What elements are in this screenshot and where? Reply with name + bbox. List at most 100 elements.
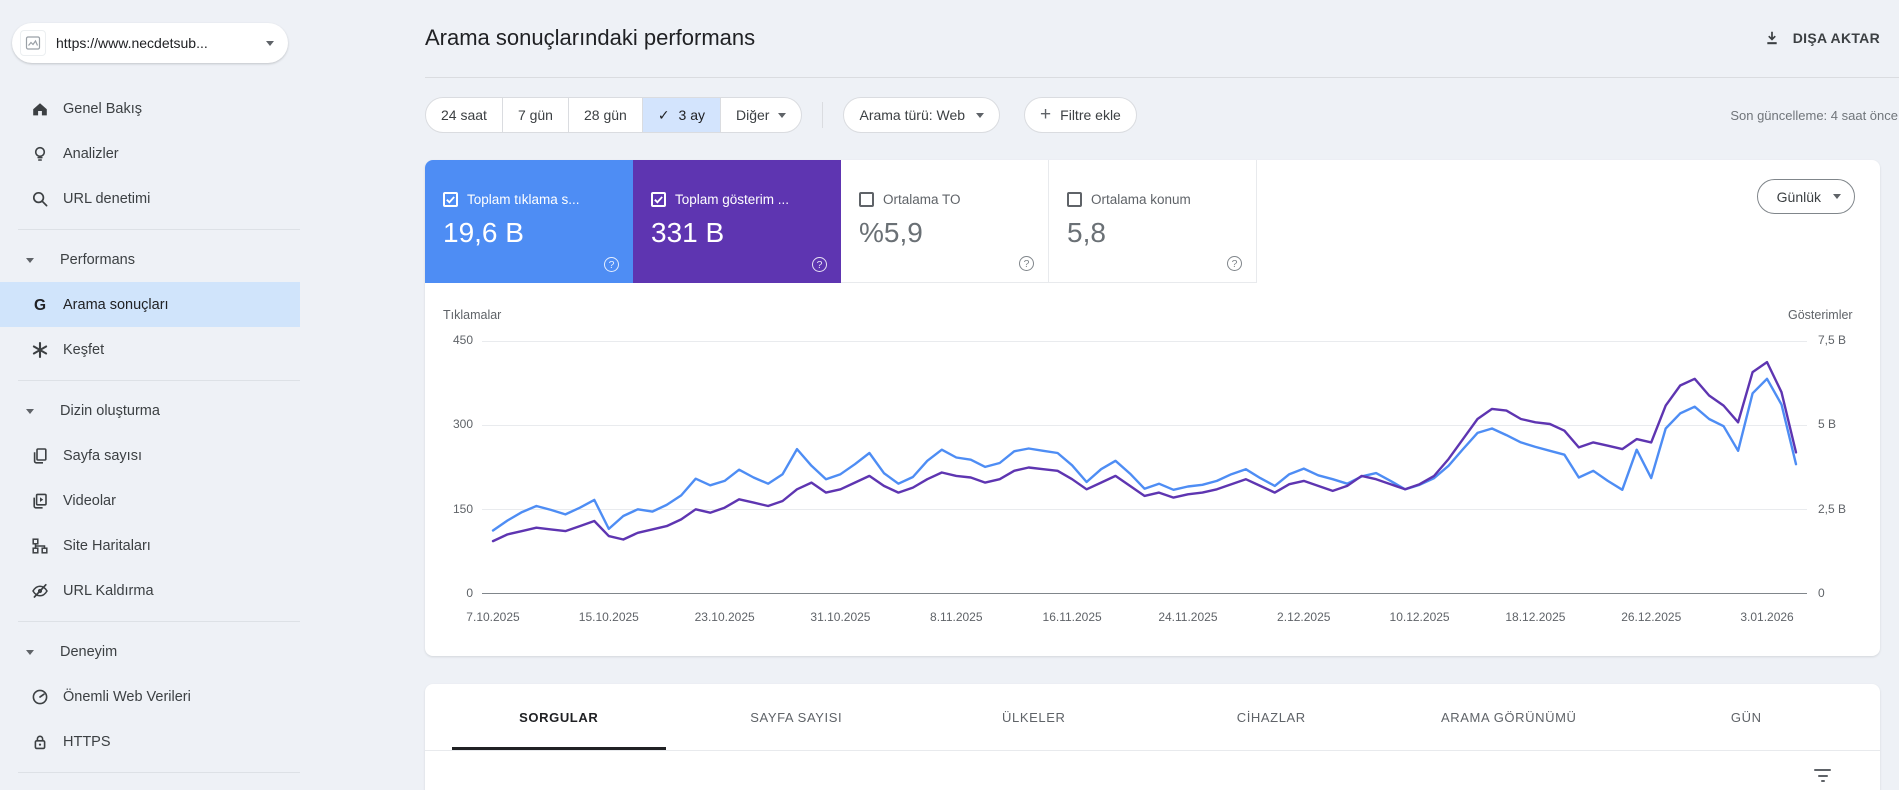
metric-label: Toplam tıklama s... bbox=[467, 192, 580, 207]
range-other[interactable]: Diğer bbox=[720, 98, 801, 132]
sidebar-item-arama-sonuclari[interactable]: G Arama sonuçları bbox=[0, 282, 300, 327]
sidebar-item-site-haritalari[interactable]: Site Haritaları bbox=[0, 523, 300, 568]
chevron-down-icon bbox=[266, 40, 274, 46]
right-axis-title: Gösterimler bbox=[1788, 308, 1853, 322]
help-icon[interactable]: ? bbox=[812, 257, 827, 272]
x-axis-date-label: 7.10.2025 bbox=[466, 610, 520, 624]
metric-card-average-position[interactable]: Ortalama konum 5,8 ? bbox=[1049, 160, 1257, 283]
sidebar-section-deneyim[interactable]: Deneyim bbox=[0, 630, 300, 674]
sidebar-section-label: Deneyim bbox=[60, 644, 118, 660]
sidebar-item-https[interactable]: HTTPS bbox=[0, 719, 300, 764]
granularity-dropdown[interactable]: Günlük bbox=[1756, 179, 1855, 214]
left-axis-tick: 300 bbox=[452, 417, 473, 432]
chevron-down-icon bbox=[1833, 194, 1841, 199]
download-icon bbox=[1767, 31, 1777, 45]
tab-label: SAYFA SAYISI bbox=[750, 709, 843, 725]
active-tab-underline bbox=[452, 747, 666, 750]
tab-ülkeler[interactable]: ÜLKELER bbox=[915, 684, 1153, 750]
sidebar-divider bbox=[18, 380, 300, 381]
help-icon[interactable]: ? bbox=[604, 257, 619, 272]
filter-separator bbox=[822, 102, 824, 128]
metric-card-total-clicks[interactable]: Toplam tıklama s... 19,6 B ? bbox=[425, 160, 633, 283]
sidebar-item-videolar[interactable]: Videolar bbox=[0, 478, 300, 523]
sidebar-item-label: URL denetimi bbox=[63, 190, 151, 207]
clicks-checkbox[interactable] bbox=[443, 192, 458, 207]
sidebar-item-url-kaldirma[interactable]: URL Kaldırma bbox=[0, 568, 300, 613]
ctr-checkbox[interactable] bbox=[859, 192, 874, 207]
sidebar-item-label: Analizler bbox=[63, 145, 119, 162]
search-icon bbox=[30, 189, 50, 209]
google-g-icon: G bbox=[30, 295, 50, 315]
metric-value: 19,6 B bbox=[443, 217, 524, 248]
metric-cards-row: Toplam tıklama s... 19,6 B ? Toplam göst… bbox=[425, 160, 1880, 283]
sidebar-divider bbox=[18, 772, 300, 773]
last-updated-text: Son güncelleme: 4 saat önce bbox=[1730, 107, 1898, 123]
eye-off-icon bbox=[30, 581, 50, 601]
filter-list-icon[interactable] bbox=[1813, 769, 1832, 784]
sidebar-item-url-denetimi[interactable]: URL denetimi bbox=[0, 176, 300, 221]
search-type-button[interactable]: Arama türü: Web bbox=[843, 97, 1001, 133]
x-axis-date-label: 24.11.2025 bbox=[1158, 610, 1218, 624]
x-axis-date-label: 16.11.2025 bbox=[1042, 610, 1102, 624]
property-url: https://www.necdetsub... bbox=[56, 35, 208, 51]
metric-card-average-ctr[interactable]: Ortalama TO %5,9 ? bbox=[841, 160, 1049, 283]
performance-panel: Toplam tıklama s... 19,6 B ? Toplam göst… bbox=[425, 160, 1880, 656]
tab-gün[interactable]: GÜN bbox=[1628, 684, 1866, 750]
position-checkbox[interactable] bbox=[1067, 192, 1082, 207]
sidebar-item-label: URL Kaldırma bbox=[63, 582, 154, 599]
sidebar-item-genel-bakis[interactable]: Genel Bakış bbox=[0, 86, 300, 131]
tab-label: ARAMA GÖRÜNÜMÜ bbox=[1440, 709, 1577, 725]
help-icon[interactable]: ? bbox=[1227, 256, 1242, 271]
sidebar-section-label: Dizin oluşturma bbox=[60, 403, 160, 419]
header-divider bbox=[425, 77, 1899, 78]
range-24h[interactable]: 24 saat bbox=[441, 107, 487, 123]
impressions-checkbox[interactable] bbox=[651, 192, 666, 207]
tab-sorgular[interactable]: SORGULAR bbox=[440, 684, 678, 750]
chevron-down-icon bbox=[26, 408, 34, 414]
sidebar-section-performans[interactable]: Performans bbox=[0, 238, 300, 282]
chevron-down-icon bbox=[26, 649, 34, 655]
metric-value: %5,9 bbox=[859, 217, 923, 248]
sidebar-section-dizin-olusturma[interactable]: Dizin oluşturma bbox=[0, 389, 300, 433]
metric-card-total-impressions[interactable]: Toplam gösterim ... 331 B ? bbox=[633, 160, 841, 283]
sidebar-item-analizler[interactable]: Analizler bbox=[0, 131, 300, 176]
x-axis-date-label: 26.12.2025 bbox=[1621, 610, 1682, 624]
sidebar: https://www.necdetsub... Genel Bakış Ana… bbox=[0, 0, 300, 790]
check-icon: ✓ bbox=[657, 106, 670, 123]
chart-plot-svg bbox=[482, 341, 1807, 594]
sidebar-item-label: Genel Bakış bbox=[63, 100, 142, 117]
export-label: DIŞA AKTAR bbox=[1792, 30, 1880, 46]
range-3m-selected[interactable]: ✓ 3 ay bbox=[641, 98, 721, 132]
main-content: Arama sonuçlarındaki performans DIŞA AKT… bbox=[425, 0, 1899, 790]
x-axis-date-label: 8.11.2025 bbox=[930, 610, 983, 624]
property-selector[interactable]: https://www.necdetsub... bbox=[12, 23, 288, 63]
chevron-down-icon bbox=[26, 257, 34, 263]
add-filter-button[interactable]: + Filtre ekle bbox=[1024, 97, 1137, 133]
right-axis-tick: 0 bbox=[1818, 586, 1825, 600]
video-icon bbox=[30, 491, 50, 511]
tab-arama-görünümü[interactable]: ARAMA GÖRÜNÜMÜ bbox=[1390, 684, 1628, 750]
tab-ci-hazlar[interactable]: CİHAZLAR bbox=[1153, 684, 1391, 750]
sidebar-item-label: Sayfa sayısı bbox=[63, 447, 142, 464]
pages-icon bbox=[30, 446, 50, 466]
asterisk-icon bbox=[30, 340, 50, 360]
sidebar-item-kesfet[interactable]: Keşfet bbox=[0, 327, 300, 372]
tab-sayfa-sayisi[interactable]: SAYFA SAYISI bbox=[678, 684, 916, 750]
range-28d[interactable]: 28 gün bbox=[567, 98, 642, 132]
sidebar-item-sayfa-sayisi[interactable]: Sayfa sayısı bbox=[0, 433, 300, 478]
x-axis-date-label: 3.01.2026 bbox=[1740, 610, 1794, 624]
sidebar-divider bbox=[18, 229, 300, 230]
dimensions-panel: SORGULAR SAYFA SAYISI ÜLKELER CİHAZLAR ARAMA… bbox=[425, 684, 1880, 790]
x-axis-date-label: 2.12.2025 bbox=[1277, 610, 1331, 624]
tab-label: SORGULAR bbox=[519, 709, 599, 725]
sidebar-item-label: Site Haritaları bbox=[63, 537, 151, 554]
dimension-tabs: SORGULAR SAYFA SAYISI ÜLKELER CİHAZLAR ARAMA… bbox=[425, 684, 1880, 751]
page-header: Arama sonuçlarındaki performans DIŞA AKT… bbox=[425, 20, 1880, 56]
range-7d[interactable]: 7 gün bbox=[501, 98, 568, 132]
export-button[interactable]: DIŞA AKTAR bbox=[1763, 29, 1880, 47]
help-icon[interactable]: ? bbox=[1019, 256, 1034, 271]
sidebar-item-onemli-web-verileri[interactable]: Önemli Web Verileri bbox=[0, 674, 300, 719]
sidebar-item-label: HTTPS bbox=[63, 733, 111, 750]
sidebar-item-label: Keşfet bbox=[63, 341, 105, 358]
sitemap-icon bbox=[30, 536, 50, 556]
